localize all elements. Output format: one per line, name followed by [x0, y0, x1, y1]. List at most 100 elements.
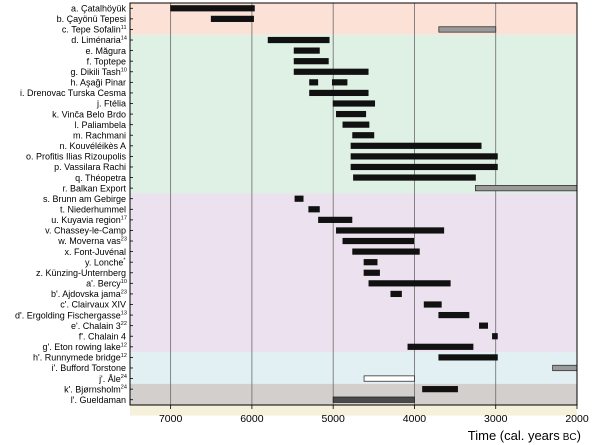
site-label: i. Drenovac Turska Cesma: [20, 88, 126, 98]
site-label: s. Brunn am Gebirge: [43, 194, 126, 204]
region-bands: [130, 3, 577, 416]
site-label: w. Moverna vas: [57, 236, 121, 246]
x-tick-label: 6000: [240, 413, 264, 425]
site-label: x. Font-Juvénal: [64, 247, 126, 257]
occupation-bar: [293, 58, 329, 65]
site-label: q. Théopetra: [75, 173, 126, 183]
occupation-bar: [350, 142, 482, 149]
occupation-bar: [350, 153, 498, 160]
occupation-bar: [407, 343, 474, 350]
site-label: t. Niederhummel: [60, 204, 126, 214]
x-tick-label: 2000: [565, 413, 589, 425]
site-label: r. Balkan Export: [62, 183, 126, 193]
site-label: l'. Gueldaman: [71, 395, 126, 405]
site-label: d. Liménaria: [71, 35, 121, 45]
occupation-bar: [318, 216, 353, 223]
site-label-footnote: 10: [121, 67, 127, 73]
site-label: v. Chassey-le-Camp: [45, 226, 126, 236]
occupation-bars: [170, 5, 578, 403]
occupation-bar: [332, 100, 376, 107]
site-label: i'. Bufford Torstone: [52, 363, 126, 373]
site-label: a'. Bercy: [86, 279, 121, 289]
occupation-bar: [479, 322, 488, 329]
occupation-bar: [363, 269, 380, 276]
site-label: o. Profitis Ilias Rizoupolis: [26, 152, 127, 162]
site-label: y. Lonche: [85, 257, 123, 267]
site-label: m. Rachmani: [73, 130, 126, 140]
site-label-footnote: 10: [121, 279, 127, 285]
site-label: b. Çayönü Tepesi: [57, 14, 126, 24]
region-band-3: [130, 193, 577, 353]
site-label-footnote: 11: [121, 25, 127, 31]
occupation-bar: [352, 248, 420, 255]
site-label-footnote: 24: [121, 385, 127, 391]
site-label-footnote: 22: [121, 321, 127, 327]
occupation-bar: [267, 36, 330, 44]
occupation-bar: [350, 163, 498, 171]
x-axis-title: Time (cal. years BC): [468, 428, 581, 443]
x-tick-label: 5000: [322, 413, 346, 425]
site-label: k. Vinča Belo Brdo: [52, 109, 126, 119]
site-label: h. Aşaği Pinar: [70, 78, 126, 88]
site-label: p. Vassilara Rachi: [54, 162, 126, 172]
x-tick-label: 3000: [484, 413, 508, 425]
occupation-bar: [309, 89, 369, 97]
site-label: f'. Chalain 4: [79, 331, 126, 341]
x-tick-label: 4000: [403, 413, 427, 425]
site-label-footnote: 23: [121, 237, 127, 243]
site-label: z. Künzing-Unternberg: [36, 268, 126, 278]
region-band-4: [130, 352, 577, 384]
occupation-bar: [353, 174, 476, 181]
occupation-bar: [438, 311, 470, 319]
site-label-footnote: 17: [121, 215, 127, 221]
site-label: e. Măgura: [85, 46, 126, 56]
plot-frame: [129, 2, 578, 406]
occupation-bar: [332, 396, 415, 403]
occupation-bar: [352, 132, 375, 139]
site-label: n. Kouvéléikès A: [59, 141, 126, 151]
occupation-bar: [390, 290, 402, 298]
site-label-footnote: 14: [121, 36, 127, 42]
occupation-bar: [336, 227, 445, 234]
site-label: g'. Eton rowing lake: [43, 342, 121, 352]
site-label: k'. Bjørnsholm: [64, 384, 121, 394]
occupation-bar: [363, 259, 378, 266]
region-band-6: [130, 405, 577, 416]
occupation-bar: [170, 5, 255, 12]
site-label: l. Paliambela: [74, 120, 126, 130]
occupation-bar: [368, 280, 451, 287]
occupation-bar: [336, 110, 367, 118]
occupation-bar: [438, 354, 498, 361]
site-label: u. Kuyavia region: [51, 215, 121, 225]
site-label: j. Ftélia: [96, 99, 126, 109]
site-label-footnote: 12: [121, 342, 127, 348]
site-label: j'. Åle: [98, 374, 121, 384]
site-label: f. Toptepe: [87, 56, 126, 66]
site-label-footnote: 13: [121, 311, 127, 317]
site-label-footnote: 24: [121, 374, 127, 380]
occupation-bar: [342, 121, 370, 128]
site-label: g. Dikili Tash: [70, 67, 120, 77]
site-label: e'. Chalain 3: [71, 321, 121, 331]
site-label: b'. Ajdovska jama: [51, 289, 121, 299]
occupation-bar: [363, 375, 415, 382]
occupation-bar: [552, 364, 578, 372]
region-band-5: [130, 383, 577, 405]
occupation-bar: [422, 386, 458, 393]
site-label: c. Tepe Sofalin: [62, 25, 121, 35]
site-label-footnote: 12: [121, 353, 127, 359]
occupation-bar: [438, 26, 497, 33]
site-label: d'. Ergolding Fischergasse: [15, 310, 121, 320]
occupation-bar: [342, 237, 415, 245]
occupation-bar: [293, 47, 320, 54]
occupation-bar: [331, 79, 348, 86]
site-label: c'. Clairvaux XIV: [60, 300, 126, 310]
occupation-bar: [309, 79, 319, 86]
occupation-bar: [210, 15, 254, 22]
occupation-bar: [492, 333, 498, 340]
site-label-footnote: *: [123, 258, 126, 264]
occupation-bar: [308, 206, 320, 213]
occupation-bar: [475, 185, 578, 192]
